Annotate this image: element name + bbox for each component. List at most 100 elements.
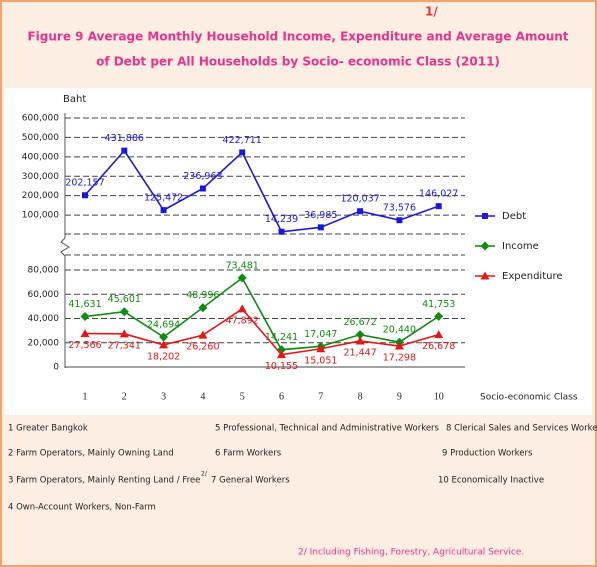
y-tick-label: 300,000 <box>22 172 59 182</box>
x-tick-label: 4 <box>200 391 205 402</box>
footnote: 2/ Including Fishing, Forestry, Agricult… <box>298 548 524 558</box>
value-label: 48,996 <box>186 290 219 301</box>
y-tick-label: 400,000 <box>22 152 59 162</box>
line <box>84 276 440 351</box>
value-label: 41,631 <box>68 299 101 310</box>
chart-title: of Debt per All Households by Socio- eco… <box>96 55 500 69</box>
value-label: 73,481 <box>226 260 259 271</box>
x-tick-label: 5 <box>240 391 245 402</box>
y-tick-label: 80,000 <box>28 266 60 276</box>
note: 10 Economically Inactive <box>438 476 544 486</box>
y-tick-label: 20,000 <box>28 338 60 348</box>
value-label: 10,155 <box>265 361 298 372</box>
marker <box>317 224 324 231</box>
marker <box>434 330 444 339</box>
marker <box>198 303 208 313</box>
value-label: 21,447 <box>343 347 376 358</box>
value-label: 125,472 <box>144 193 183 204</box>
marker <box>160 207 167 214</box>
marker <box>394 341 404 350</box>
y-tick-label: 60,000 <box>28 290 60 300</box>
marker <box>121 147 128 154</box>
x-tick-label: 1 <box>83 391 88 402</box>
value-label: 47,892 <box>226 315 259 326</box>
y-axis-label: Baht <box>63 94 86 105</box>
value-label: 431,886 <box>105 133 144 144</box>
note: 4 Own-Account Workers, Non-Farm <box>8 503 156 513</box>
value-label: 36,985 <box>304 210 337 221</box>
value-label: 15,051 <box>304 355 337 366</box>
axis-break <box>60 237 70 257</box>
value-label: 422,711 <box>223 135 262 146</box>
note-marker: 2/ <box>201 471 208 478</box>
x-tick-label: 6 <box>279 391 284 402</box>
value-label: 27,566 <box>68 340 101 351</box>
value-label: 14,241 <box>265 332 298 343</box>
value-label: 26,672 <box>343 317 376 328</box>
legend-label: Income <box>502 241 539 252</box>
value-label: 18,202 <box>147 351 180 362</box>
value-label: 27,341 <box>108 340 141 351</box>
marker <box>237 304 247 313</box>
legend-label: Debt <box>502 211 526 222</box>
legend-label: Expenditure <box>502 271 563 282</box>
marker <box>355 336 365 345</box>
marker <box>119 329 129 338</box>
value-label: 41,753 <box>422 299 455 310</box>
value-label: 20,440 <box>383 325 416 336</box>
note: 2 Farm Operators, Mainly Owning Land <box>8 449 174 459</box>
y-tick-label: 600,000 <box>22 114 59 124</box>
marker <box>239 149 246 156</box>
value-label: 45,601 <box>108 294 141 305</box>
y-tick-label: 200,000 <box>22 191 59 201</box>
note: 6 Farm Workers <box>215 449 282 459</box>
marker <box>199 185 206 192</box>
marker <box>80 329 90 338</box>
marker <box>316 344 326 353</box>
marker <box>435 203 442 210</box>
marker <box>278 228 285 235</box>
marker <box>198 330 208 339</box>
note: 8 Clerical Sales and Services Workers <box>446 424 597 434</box>
legend-marker <box>480 241 490 251</box>
x-tick-label: 10 <box>434 391 444 402</box>
note: 3 Farm Operators, Mainly Renting Land / … <box>8 476 200 486</box>
x-axis-label: Socio-economic Class <box>480 393 578 403</box>
x-tick-label: 3 <box>161 391 166 402</box>
x-tick-label: 8 <box>358 391 363 402</box>
marker <box>119 307 129 317</box>
value-label: 146,027 <box>419 189 458 200</box>
marker <box>396 217 403 224</box>
legend-marker <box>482 213 488 219</box>
note: 5 Professional, Technical and Administra… <box>215 424 440 434</box>
value-label: 24,694 <box>147 320 180 331</box>
y-tick-label: 100,000 <box>22 211 59 221</box>
plot-background <box>5 88 592 415</box>
y-tick-label: 0 <box>53 363 59 373</box>
value-label: 120,037 <box>340 194 379 205</box>
marker <box>277 350 286 359</box>
value-label: 17,298 <box>383 353 416 364</box>
line <box>84 307 439 356</box>
y-tick-label: 40,000 <box>28 314 60 324</box>
value-label: 14,239 <box>265 214 298 225</box>
note: 9 Production Workers <box>442 449 533 459</box>
marker <box>355 330 365 340</box>
note: 7 General Workers <box>211 476 290 486</box>
x-tick-label: 9 <box>397 391 402 402</box>
value-label: 202,157 <box>65 178 104 189</box>
x-tick-label: 2 <box>122 391 127 402</box>
note: 1 Greater Bangkok <box>8 424 88 434</box>
marker <box>434 311 444 321</box>
marker <box>82 192 88 199</box>
value-label: 26,678 <box>422 341 455 352</box>
chart-title: Figure 9 Average Monthly Household Incom… <box>27 30 568 44</box>
x-tick-label: 7 <box>318 391 323 402</box>
value-label: 17,047 <box>304 329 337 340</box>
legend-marker <box>480 271 490 280</box>
marker <box>237 273 247 283</box>
value-label: 236,963 <box>183 171 222 182</box>
marker <box>80 312 90 322</box>
line <box>84 149 439 233</box>
